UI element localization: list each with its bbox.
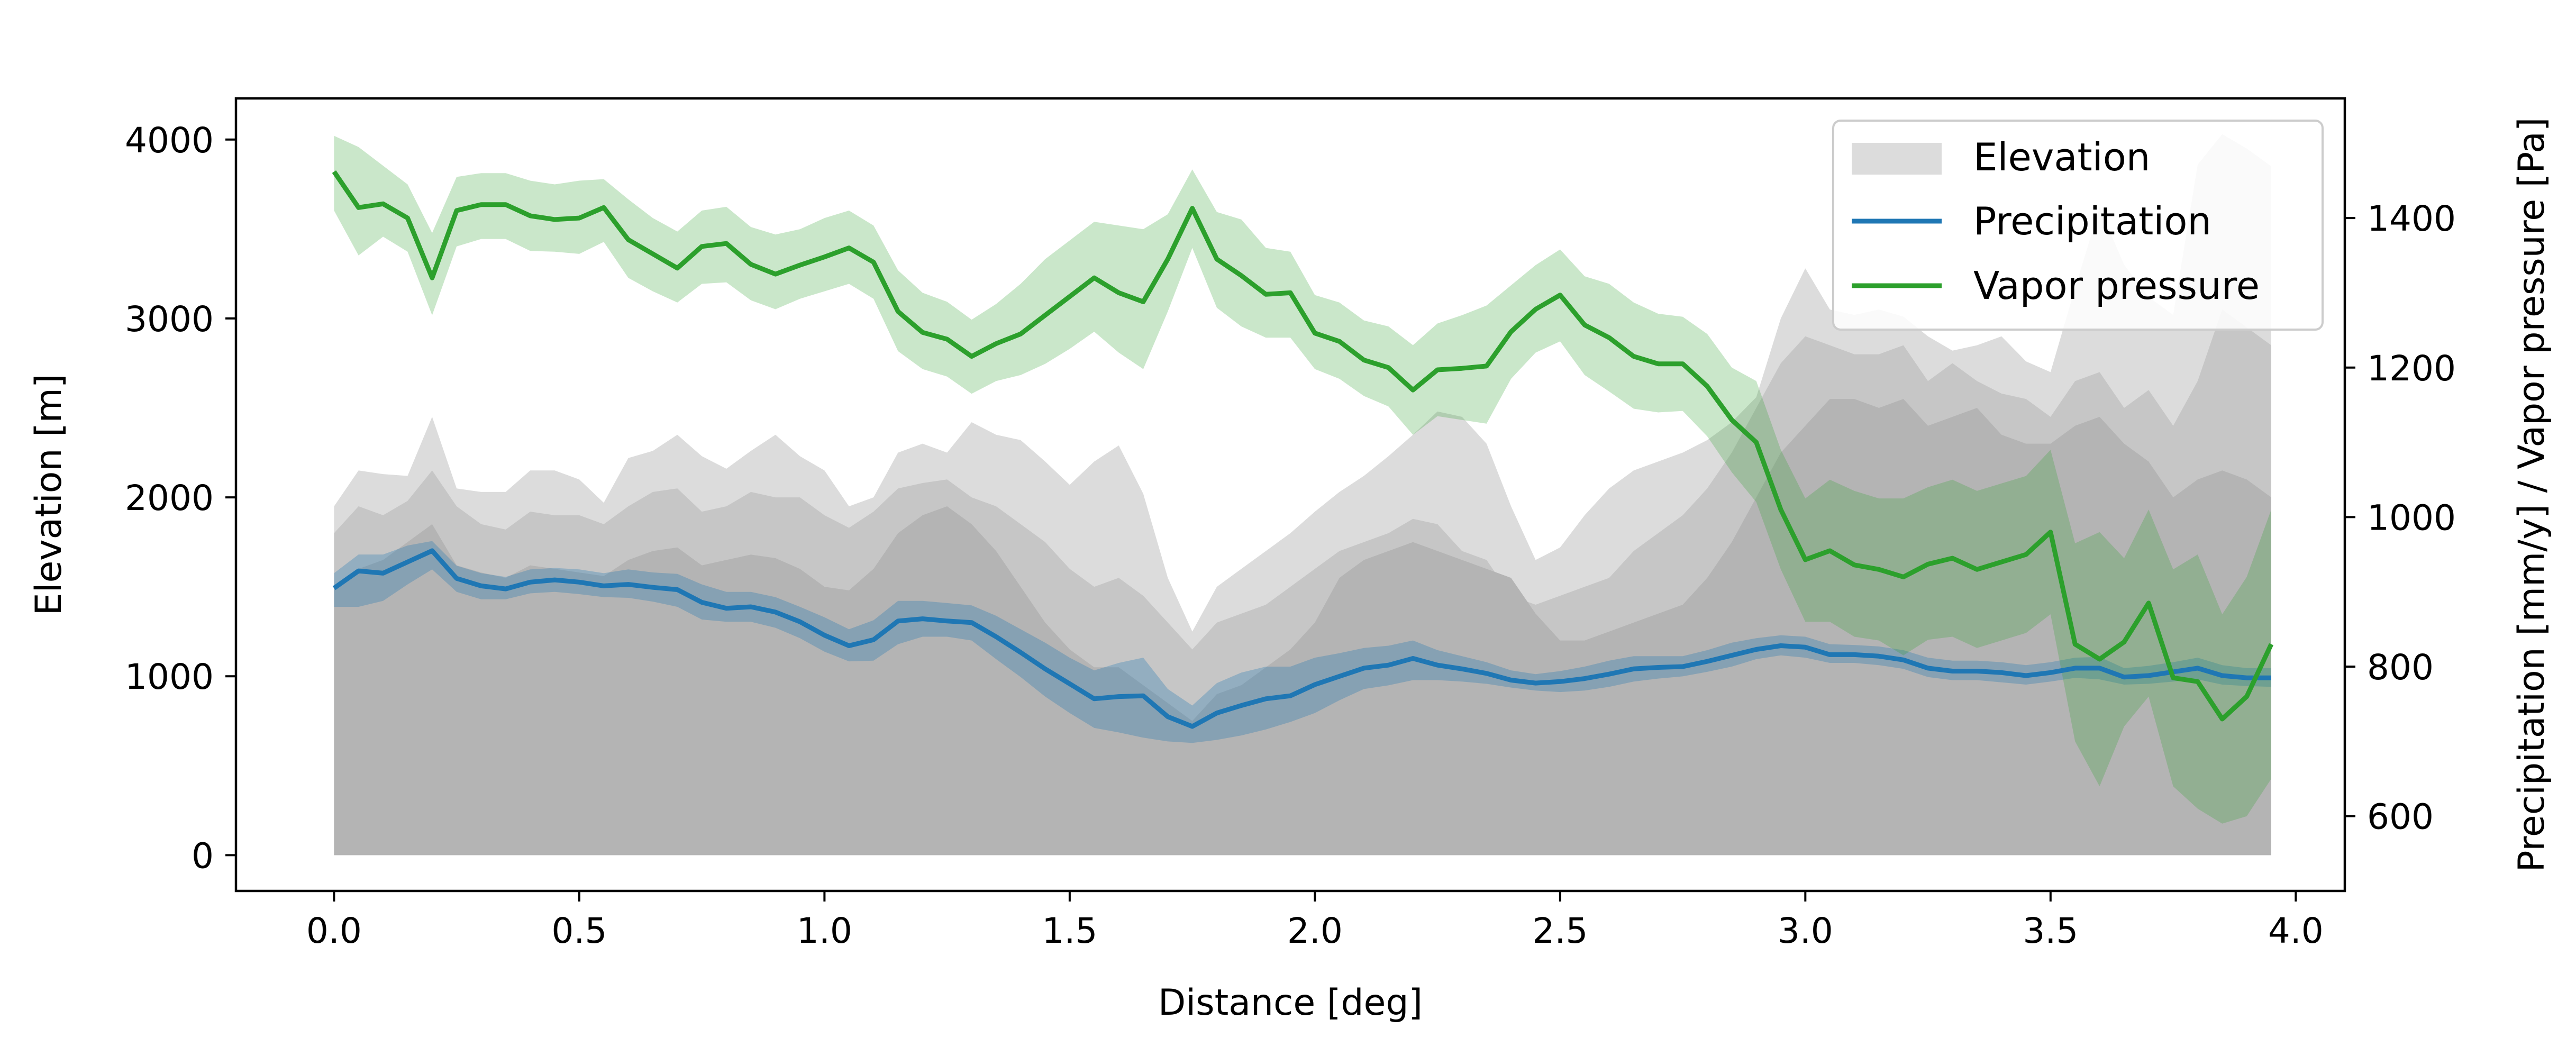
vapor-pressure-band xyxy=(334,135,2272,824)
x-tick-label: 3.5 xyxy=(2023,911,2078,951)
legend: Elevation Precipitation Vapor pressure xyxy=(1832,120,2324,331)
x-tick-label: 3.0 xyxy=(1778,911,1833,951)
left-y-tick-label: 3000 xyxy=(125,299,214,340)
legend-swatch-elevation xyxy=(1852,143,1942,175)
right-y-tick-label: 1000 xyxy=(2367,497,2456,538)
right-y-tick-label: 600 xyxy=(2367,797,2434,837)
right-y-tick-label: 800 xyxy=(2367,647,2434,688)
plot-area xyxy=(332,134,2274,855)
legend-label-elevation: Elevation xyxy=(1973,135,2150,179)
x-tick-label: 0.5 xyxy=(551,911,607,951)
x-tick-label: 1.5 xyxy=(1042,911,1097,951)
left-y-tick-label: 2000 xyxy=(125,478,214,518)
x-tick-label: 2.0 xyxy=(1287,911,1343,951)
right-y-tick-label: 1400 xyxy=(2367,198,2456,239)
left-y-tick-label: 0 xyxy=(192,835,214,876)
left-y-tick-label: 4000 xyxy=(125,120,214,161)
axes: 0.0 0.5 1.0 1.5 2.0 2.5 3.0 3.5 4.0 0 1000 2000 3000… xyxy=(125,120,2456,951)
legend-box xyxy=(1832,120,2324,331)
right-y-axis-title: Precipitation [mm/y] / Vapor pressure [P… xyxy=(2511,117,2553,872)
x-tick-label: 2.5 xyxy=(1532,911,1588,951)
precipitation-band xyxy=(334,541,2272,743)
x-axis-title: Distance [deg] xyxy=(1158,982,1423,1024)
right-y-tick-label: 1200 xyxy=(2367,348,2456,389)
vapor-pressure-line xyxy=(332,170,2274,722)
elevation-band-core xyxy=(334,399,2272,855)
axes-frame xyxy=(234,97,2346,893)
x-tick-label: 4.0 xyxy=(2268,911,2324,951)
left-y-axis-title: Elevation [m] xyxy=(28,374,70,616)
legend-label-vapor-pressure: Vapor pressure xyxy=(1973,263,2260,308)
legend-label-precipitation: Precipitation xyxy=(1973,199,2211,243)
left-y-tick-label: 1000 xyxy=(125,657,214,697)
x-tick-label: 1.0 xyxy=(797,911,852,951)
x-tick-label: 0.0 xyxy=(306,911,362,951)
precipitation-line xyxy=(332,548,2271,729)
